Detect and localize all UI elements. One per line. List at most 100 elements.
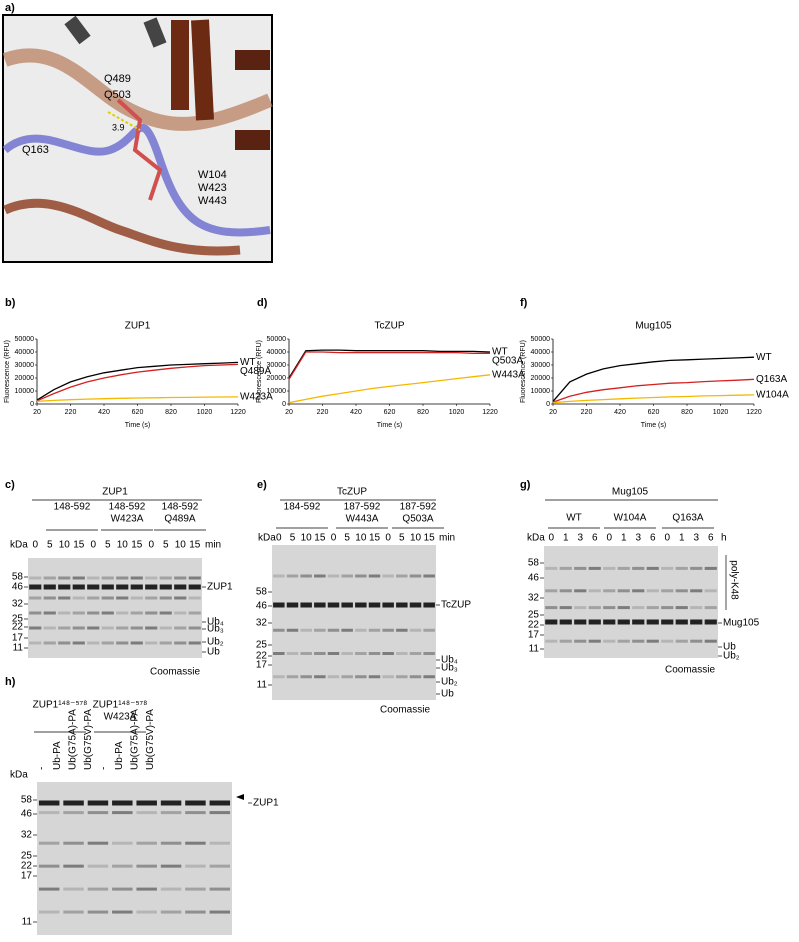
series-label: W104A (756, 390, 789, 401)
gel (544, 546, 718, 658)
band (574, 566, 587, 570)
band (603, 619, 616, 625)
band (101, 576, 114, 580)
band-label: poly-K48 (728, 560, 739, 600)
lane-label: 1 (679, 533, 685, 544)
band (300, 574, 312, 578)
band (632, 619, 645, 625)
band (87, 800, 109, 806)
panel-label: h) (5, 676, 16, 688)
band (72, 626, 85, 630)
y-axis-label: Fluorescence (RFU) (4, 340, 11, 403)
band-label: ZUP1 (253, 798, 279, 809)
band (58, 611, 71, 615)
band (145, 596, 158, 600)
marker-label: 32 (21, 830, 33, 841)
band (690, 566, 703, 570)
band (185, 864, 206, 868)
lane-label: Ub(G75V)-PA (145, 709, 156, 770)
marker-label: 11 (257, 680, 268, 691)
stain-label: Coomassie (665, 665, 715, 676)
series-label: WT (492, 347, 508, 358)
band (545, 589, 558, 593)
stain-label: Coomassie (150, 667, 200, 678)
stain-label: Coomassie (380, 705, 430, 716)
series-line (288, 349, 491, 379)
band (661, 606, 674, 610)
marker-label: 25 (21, 851, 33, 862)
band (327, 675, 340, 679)
lane-label: 0 (548, 533, 554, 544)
band (209, 841, 231, 845)
band (185, 887, 206, 891)
band (160, 841, 182, 845)
band (63, 841, 84, 845)
band (675, 566, 688, 570)
construct-label: Q503A (402, 514, 433, 525)
band (63, 811, 84, 815)
marker-label: 25 (256, 640, 268, 651)
band (38, 811, 60, 815)
band (314, 628, 326, 632)
band-label: Ub₂ (723, 651, 740, 662)
lane-label: 5 (290, 533, 296, 544)
band (160, 800, 182, 806)
band (87, 576, 100, 580)
band-label: Ub₃ (207, 624, 224, 635)
band (38, 800, 60, 806)
band (29, 596, 42, 600)
band-label: Ub₃ (441, 663, 458, 674)
lane-label: 15 (131, 540, 143, 551)
band (63, 864, 84, 868)
x-tick-label: 620 (132, 409, 144, 416)
x-tick-label: 1220 (746, 409, 762, 416)
marker-label: 58 (21, 795, 33, 806)
kda-label: kDa (527, 533, 545, 544)
x-tick-label: 820 (165, 409, 177, 416)
lane-label: 6 (592, 533, 598, 544)
unit-label: min (439, 533, 455, 544)
y-tick-label: 30000 (267, 362, 287, 369)
band (136, 811, 157, 815)
band (617, 619, 630, 625)
panel-label: c) (5, 479, 15, 491)
lane-label: - (99, 767, 110, 770)
band-label: TcZUP (441, 600, 471, 611)
band (87, 641, 100, 645)
band (286, 628, 299, 632)
band (160, 864, 182, 868)
gel-title: Mug105 (612, 487, 649, 498)
band (574, 589, 587, 593)
band (423, 652, 435, 655)
band (368, 652, 381, 655)
lane-label: Ub(G75V)-PA (83, 709, 94, 770)
construct-label: Q489A (164, 514, 195, 525)
band (38, 864, 60, 868)
band (423, 602, 435, 608)
structure-label: 3.9 (112, 122, 125, 132)
band (382, 652, 394, 655)
y-tick-label: 20000 (15, 375, 35, 382)
construct-label: W104A (614, 513, 647, 524)
band (273, 602, 285, 608)
band (603, 566, 616, 570)
band (38, 841, 60, 845)
band (136, 800, 157, 806)
y-tick-label: 20000 (531, 375, 551, 382)
y-tick-label: 10000 (15, 388, 35, 395)
band (136, 841, 157, 845)
x-tick-label: 620 (648, 409, 660, 416)
gel (272, 545, 436, 700)
x-tick-label: 420 (98, 409, 110, 416)
marker-label: 22 (21, 861, 33, 872)
lane-label: 10 (59, 540, 71, 551)
band (58, 626, 71, 630)
band (38, 887, 60, 891)
band (130, 576, 143, 580)
lane-label: 0 (385, 533, 391, 544)
lane-label: 1 (563, 533, 569, 544)
band (43, 611, 56, 615)
panel-label: e) (257, 479, 267, 491)
band-label: Ub (441, 689, 454, 700)
